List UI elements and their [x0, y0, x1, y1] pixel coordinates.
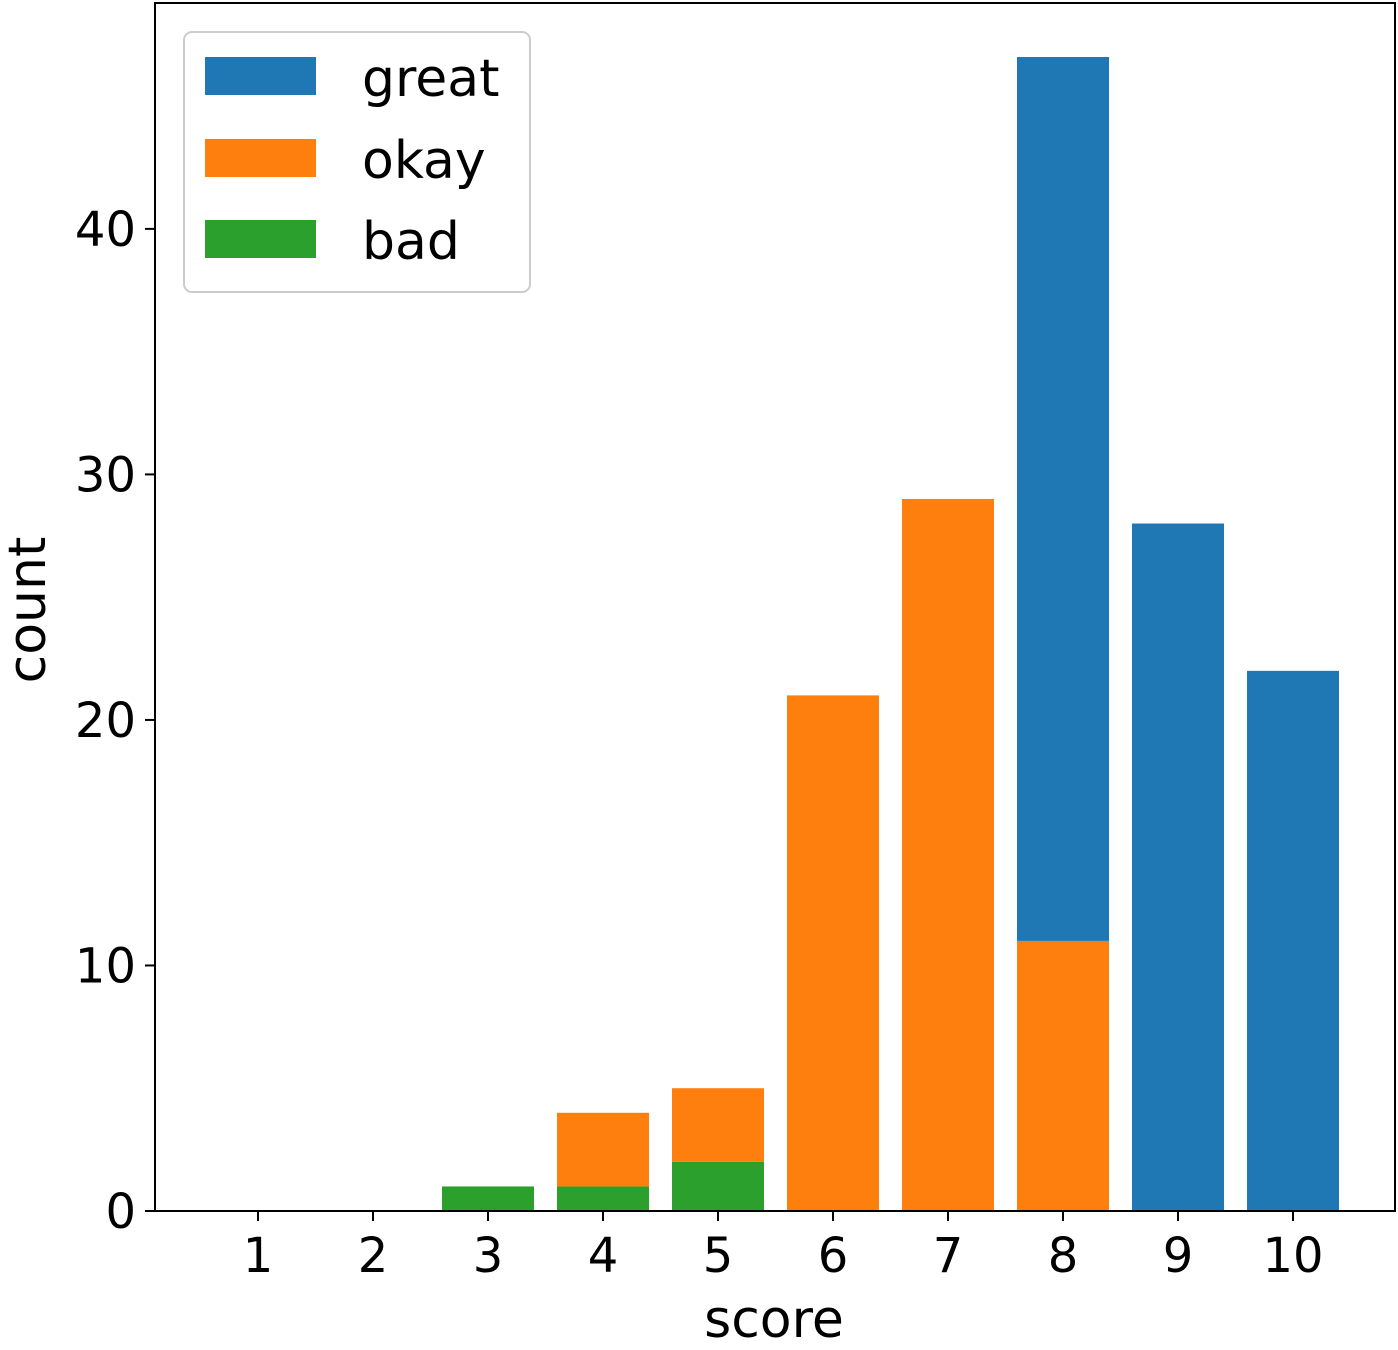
- bar-okay-7: [902, 498, 994, 1211]
- x-tick-label-4: 4: [588, 1228, 619, 1284]
- bar-okay-4: [557, 1112, 649, 1187]
- y-tick-label-10: 10: [75, 938, 136, 994]
- bar-great-9: [1132, 523, 1224, 1211]
- bar-okay-6: [787, 695, 879, 1211]
- bar-great-10: [1247, 670, 1339, 1211]
- bars-layer: [442, 57, 1339, 1211]
- bar-bad-3: [442, 1186, 534, 1211]
- legend-swatch-great: [205, 57, 316, 95]
- legend-swatch-bad: [205, 220, 316, 258]
- y-tick-label-30: 30: [75, 447, 136, 503]
- x-tick-label-7: 7: [933, 1228, 964, 1284]
- x-tick-label-8: 8: [1048, 1228, 1079, 1284]
- legend-label-bad: bad: [362, 212, 460, 272]
- y-axis-label: count: [0, 537, 58, 684]
- x-axis-label: score: [704, 1290, 844, 1350]
- x-tick-label-10: 10: [1262, 1228, 1323, 1284]
- y-tick-label-40: 40: [75, 202, 136, 258]
- bar-bad-4: [557, 1186, 649, 1211]
- x-tick-label-3: 3: [473, 1228, 504, 1284]
- legend-swatch-okay: [205, 139, 316, 177]
- x-tick-label-5: 5: [703, 1228, 734, 1284]
- plot-frame: [154, 2, 1396, 1212]
- x-tick-label-2: 2: [358, 1228, 389, 1284]
- y-axis: 0 10 20 30 40: [75, 202, 155, 1240]
- bar-okay-5: [672, 1088, 764, 1162]
- x-tick-label-1: 1: [243, 1228, 274, 1284]
- legend-label-okay: okay: [362, 131, 486, 191]
- x-tick-label-6: 6: [818, 1228, 849, 1284]
- legend-label-great: great: [362, 49, 500, 109]
- bar-great-8: [1017, 57, 1109, 941]
- legend: great okay bad: [183, 31, 531, 293]
- y-tick-label-0: 0: [105, 1184, 136, 1240]
- bar-bad-5: [672, 1161, 764, 1211]
- bar-okay-8: [1017, 940, 1109, 1211]
- x-tick-label-9: 9: [1163, 1228, 1194, 1284]
- x-axis: 1 2 3 4 5 6 7 8 9 10: [243, 1211, 1324, 1284]
- y-tick-label-20: 20: [75, 693, 136, 749]
